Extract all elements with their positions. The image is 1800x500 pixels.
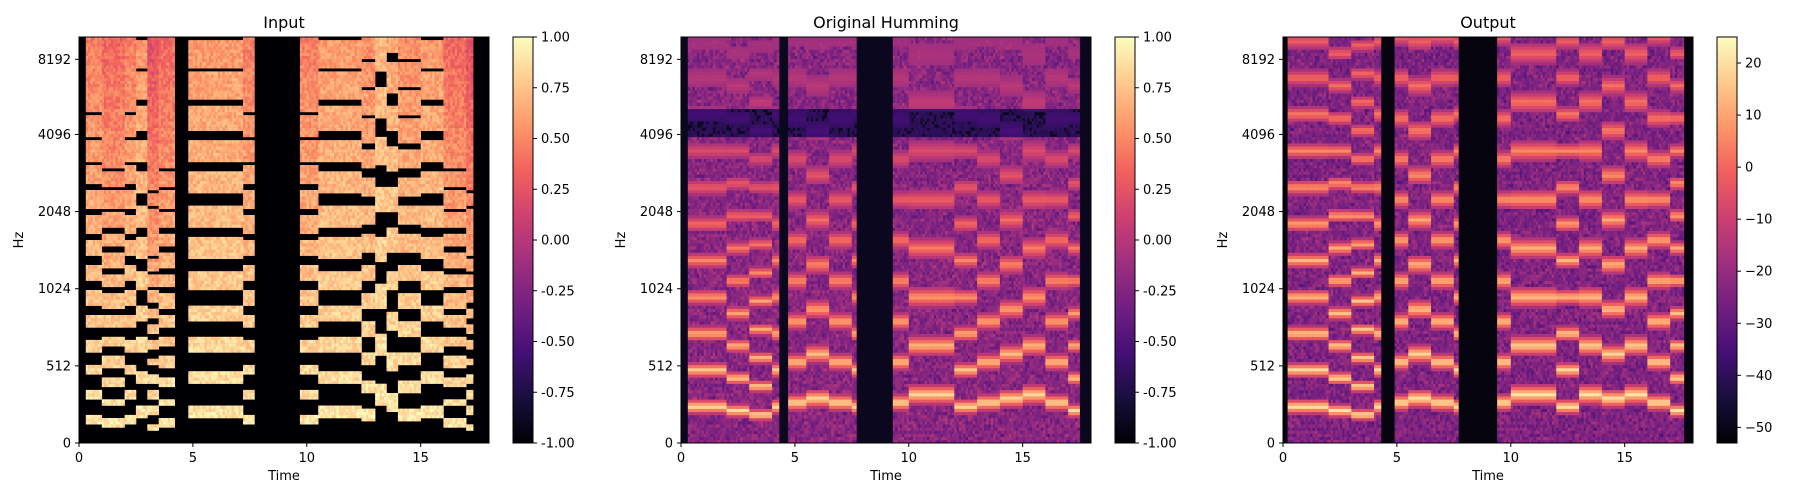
y-tick-label: 0 [63,437,71,452]
colorbar-tick-label: -0.75 [1143,386,1177,401]
spectrogram-cells [687,37,1080,444]
colorbar-tick-label: 0.75 [1143,81,1172,96]
chart-title: Output [1460,13,1516,32]
colorbar-tick-label: 1.00 [1143,31,1172,46]
x-tick-label: 10 [1503,451,1520,466]
y-tick-label: 1024 [1242,282,1275,297]
colorbar-tick-label: −30 [1745,317,1772,332]
colorbar: 20 10 0 −10 −20 −30 −40 −50 [1716,36,1772,444]
x-tick-label: 10 [299,451,316,466]
x-axis-label: Time [1471,469,1504,484]
y-axis-label: Hz [1216,232,1231,249]
colorbar-gradient [1114,36,1136,444]
colorbar-tick-label: -0.50 [541,335,575,350]
x-tick-label: 5 [189,451,197,466]
x-tick-label: 5 [1393,451,1401,466]
colorbar-tick-label: 0 [1745,161,1753,176]
y-tick-label: 2048 [38,205,71,220]
y-tick-label: 1024 [38,282,71,297]
chart-panel: Input 0 5 10 15 Time 0 512 1024 2048 4096 8192 Hz 1.0… [12,13,575,484]
colorbar-tick-label: 0.00 [1143,234,1172,249]
colorbar-gradient [512,36,534,444]
chart-title: Input [263,13,304,32]
y-tick-label: 512 [46,359,71,374]
x-tick-label: 5 [791,451,799,466]
y-tick-label: 512 [1250,359,1275,374]
x-tick-label: 0 [677,451,685,466]
chart-title: Original Humming [813,13,959,32]
spectrogram-cells [1287,37,1685,444]
y-tick-label: 4096 [640,128,673,143]
y-tick-label: 0 [1267,437,1275,452]
chart-panel: Original Humming 0 5 10 15 Time 0 512 1024 2048 40… [614,13,1177,484]
colorbar-tick-label: 0.25 [541,183,570,198]
chart-panel: Output 0 5 10 15 Time 0 512 1024 2048 4096 8192 Hz 20… [1216,13,1772,484]
y-tick-label: 512 [648,359,673,374]
colorbar-tick-label: 0.00 [541,234,570,249]
plot-frame [1282,36,1694,444]
colorbar-tick-label: 0.50 [1143,132,1172,147]
x-axis-label: Time [869,469,902,484]
y-axis-label: Hz [12,232,27,249]
x-axis-label: Time [267,469,300,484]
colorbar: 1.00 0.75 0.50 0.25 0.00 -0.25 -0.50 -0.75 -1.00 [512,31,575,452]
y-tick-label: 4096 [38,128,71,143]
y-tick-label: 2048 [1242,205,1275,220]
x-tick-label: 0 [1279,451,1287,466]
y-tick-label: 1024 [640,282,673,297]
y-tick-label: 4096 [1242,128,1275,143]
colorbar-tick-label: 0.75 [541,81,570,96]
colorbar-tick-label: -0.75 [541,386,575,401]
colorbar-tick-label: 1.00 [541,31,570,46]
colorbar-tick-label: -0.25 [541,284,575,299]
y-tick-label: 8192 [640,53,673,68]
colorbar-tick-label: 0.25 [1143,183,1172,198]
y-tick-label: 8192 [38,53,71,68]
x-tick-label: 15 [1014,451,1031,466]
plot-frame [78,36,490,444]
spectrogram-cells [85,37,474,431]
y-tick-label: 0 [665,437,673,452]
x-tick-label: 15 [412,451,429,466]
colorbar: 1.00 0.75 0.50 0.25 0.00 -0.25 -0.50 -0.75 -1.00 [1114,31,1177,452]
colorbar-tick-label: −40 [1745,369,1772,384]
colorbar-tick-label: −50 [1745,421,1772,436]
x-tick-label: 0 [75,451,83,466]
x-tick-label: 15 [1616,451,1633,466]
y-tick-label: 2048 [640,205,673,220]
plot-frame [680,36,1092,444]
colorbar-tick-label: -1.00 [1143,437,1177,452]
y-tick-label: 8192 [1242,53,1275,68]
x-tick-label: 10 [901,451,918,466]
colorbar-tick-label: -0.50 [1143,335,1177,350]
colorbar-tick-label: −20 [1745,265,1772,280]
colorbar-tick-label: -1.00 [541,437,575,452]
colorbar-tick-label: 0.50 [541,132,570,147]
colorbar-tick-label: −10 [1745,213,1772,228]
colorbar-tick-label: 20 [1745,57,1762,72]
y-axis-label: Hz [614,232,629,249]
colorbar-tick-label: -0.25 [1143,284,1177,299]
colorbar-tick-label: 10 [1745,109,1762,124]
colorbar-gradient [1716,36,1738,444]
